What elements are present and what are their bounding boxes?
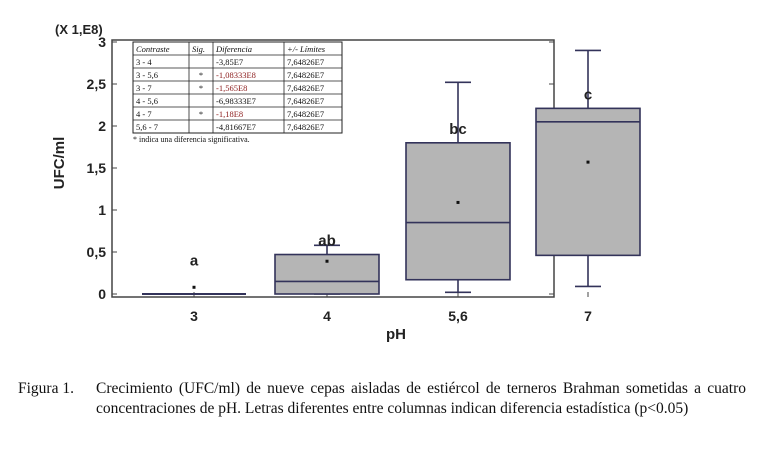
- y-tick-label: 1: [98, 202, 106, 218]
- table-footnote: * indica una diferencia significativa.: [133, 135, 250, 144]
- table-cell: 7,64826E7: [287, 122, 324, 132]
- y-tick-label: 3: [98, 34, 106, 50]
- y-tick-label: 1,5: [87, 160, 107, 176]
- mean-marker: [456, 200, 460, 204]
- caption-label: Figura 1.: [18, 380, 74, 397]
- table-header: +/- Límites: [287, 44, 326, 54]
- mean-marker: [192, 285, 196, 289]
- box-plot-chart: 00,511,522,53(X 1,E8)UFC/mlpH3a4ab5,6bc7…: [51, 22, 641, 343]
- table-cell: -4,81667E7: [216, 122, 256, 132]
- y-axis-multiplier: (X 1,E8): [55, 22, 103, 37]
- contrast-table-border: [132, 41, 343, 134]
- x-tick-label: 4: [323, 308, 331, 324]
- x-axis-label: pH: [386, 326, 406, 343]
- table-cell: -1,565E8: [216, 83, 247, 93]
- table-cell: *: [199, 70, 203, 80]
- table-header: Contraste: [136, 44, 170, 54]
- significance-letter: ab: [318, 233, 336, 250]
- mean-marker: [586, 160, 590, 164]
- significance-letter: c: [584, 86, 592, 103]
- box-iqr: [535, 107, 641, 257]
- x-tick-label: 3: [190, 308, 198, 324]
- table-cell: *: [199, 109, 203, 119]
- table-cell: 3 - 7: [136, 83, 152, 93]
- caption-text: Crecimiento (UFC/ml) de nueve cepas aisl…: [96, 380, 746, 417]
- table-cell: -1,18E8: [216, 109, 243, 119]
- y-tick-label: 2,5: [87, 76, 107, 92]
- table-cell: -6,98333E7: [216, 96, 256, 106]
- table-cell: 5,6 - 7: [136, 122, 158, 132]
- y-axis-label: UFC/ml: [51, 137, 68, 190]
- table-cell: 3 - 4: [136, 57, 152, 67]
- table-cell: 4 - 7: [136, 109, 152, 119]
- table-cell: 7,64826E7: [287, 57, 324, 67]
- x-tick-label: 7: [584, 308, 592, 324]
- table-cell: 4 - 5,6: [136, 96, 158, 106]
- table-cell: 7,64826E7: [287, 109, 324, 119]
- x-tick-label: 5,6: [448, 308, 468, 324]
- table-cell: -3,85E7: [216, 57, 243, 67]
- table-cell: 3 - 5,6: [136, 70, 158, 80]
- table-header: Diferencia: [215, 44, 252, 54]
- y-tick-label: 0: [98, 286, 106, 302]
- box-iqr: [405, 142, 511, 281]
- significance-letter: a: [190, 252, 199, 269]
- table-cell: 7,64826E7: [287, 83, 324, 93]
- table-cell: 7,64826E7: [287, 96, 324, 106]
- y-tick-label: 0,5: [87, 244, 107, 260]
- significance-letter: bc: [449, 121, 467, 138]
- table-cell: 7,64826E7: [287, 70, 324, 80]
- table-cell: -1,08333E8: [216, 70, 256, 80]
- mean-marker: [325, 259, 329, 263]
- y-tick-label: 2: [98, 118, 106, 134]
- table-cell: *: [199, 83, 203, 93]
- table-header: Sig.: [192, 44, 205, 54]
